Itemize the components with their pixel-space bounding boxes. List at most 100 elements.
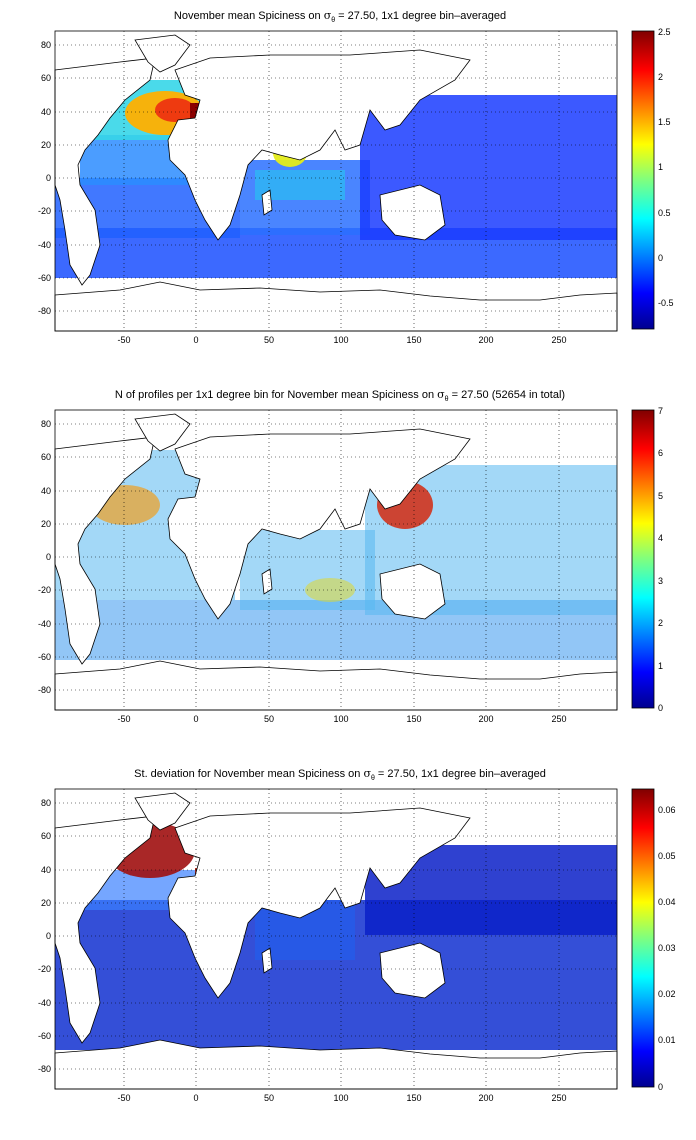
- chart-title: November mean Spiciness on σθ = 27.50, 1…: [174, 9, 506, 24]
- y-tick-label: 0: [46, 931, 51, 941]
- land-greenland: [134, 413, 191, 452]
- y-tick-label: -80: [38, 685, 51, 695]
- colorbar-tick-label: -0.5: [658, 298, 674, 308]
- colorbar-gradient: [631, 409, 655, 709]
- x-tick-labels: -50 0 50 100 150 200 250: [117, 335, 566, 345]
- x-tick-label: 250: [551, 335, 566, 345]
- colorbar: 7 6 5 4 3 2 1 0: [631, 406, 663, 713]
- colorbar-tick-label: 1: [658, 162, 663, 172]
- colorbar-gradient: [631, 30, 655, 330]
- land-australia: [379, 184, 446, 241]
- colorbar-tick-label: 7: [658, 406, 663, 416]
- x-tick-label: 200: [478, 335, 493, 345]
- x-tick-label: 100: [333, 714, 348, 724]
- y-tick-label: 60: [41, 452, 51, 462]
- x-tick-label: -50: [117, 714, 130, 724]
- y-tick-label: -40: [38, 619, 51, 629]
- y-tick-label: 20: [41, 898, 51, 908]
- data-field: [55, 80, 617, 278]
- land-australia: [379, 563, 446, 620]
- y-tick-label: 20: [41, 140, 51, 150]
- y-tick-label: 80: [41, 798, 51, 808]
- colorbar-tick-label: 5: [658, 491, 663, 501]
- y-tick-label: -60: [38, 652, 51, 662]
- y-tick-label: -20: [38, 585, 51, 595]
- colorbar-tick-label: 2.5: [658, 27, 671, 37]
- x-tick-label: 150: [406, 714, 421, 724]
- panel-profile-count: N of profiles per 1x1 degree bin for Nov…: [38, 388, 663, 724]
- x-tick-label: 0: [193, 1093, 198, 1103]
- land-greenland: [134, 34, 191, 73]
- colorbar-tick-label: 0: [658, 1082, 663, 1092]
- x-tick-labels: -50 0 50 100 150 200 250: [117, 714, 566, 724]
- colorbar: 0.06 0.05 0.04 0.03 0.02 0.01 0: [631, 788, 676, 1092]
- y-tick-label: -40: [38, 998, 51, 1008]
- colorbar-tick-label: 0.5: [658, 208, 671, 218]
- y-tick-label: -20: [38, 206, 51, 216]
- x-tick-label: 50: [264, 1093, 274, 1103]
- land-madagascar: [261, 568, 273, 595]
- plot-frame: [54, 409, 618, 711]
- y-tick-labels: 80 60 40 20 0 -20 -40 -60 -80: [38, 40, 51, 316]
- y-tick-labels: 80 60 40 20 0 -20 -40 -60 -80: [38, 798, 51, 1074]
- y-tick-label: -40: [38, 240, 51, 250]
- colorbar-tick-label: 1.5: [658, 117, 671, 127]
- data-field-gyre-center: [155, 98, 195, 122]
- land-americas: [54, 436, 156, 665]
- x-tick-label: 250: [551, 714, 566, 724]
- colorbar-tick-labels: 2.5 2 1.5 1 0.5 0 -0.5: [658, 27, 674, 308]
- colorbar: 2.5 2 1.5 1 0.5 0 -0.5: [631, 27, 674, 330]
- y-tick-label: -60: [38, 1031, 51, 1041]
- colorbar-tick-label: 2: [658, 618, 663, 628]
- colorbar-tick-label: 0: [658, 253, 663, 263]
- land-madagascar: [261, 947, 273, 974]
- land-australia: [379, 942, 446, 999]
- chart-title: St. deviation for November mean Spicines…: [134, 767, 546, 782]
- chart-title: N of profiles per 1x1 degree bin for Nov…: [115, 388, 565, 403]
- x-tick-label: 250: [551, 1093, 566, 1103]
- y-tick-label: 40: [41, 486, 51, 496]
- colorbar-tick-label: 1: [658, 661, 663, 671]
- colorbar-tick-label: 0.06: [658, 805, 676, 815]
- y-tick-label: 0: [46, 552, 51, 562]
- y-tick-label: -80: [38, 306, 51, 316]
- data-field-south-indian: [305, 578, 355, 602]
- colorbar-gradient: [631, 788, 655, 1088]
- colorbar-tick-label: 0: [658, 703, 663, 713]
- plot-frame: [54, 30, 618, 332]
- colorbar-tick-label: 3: [658, 576, 663, 586]
- colorbar-tick-label: 4: [658, 533, 663, 543]
- land-greenland: [134, 792, 191, 831]
- x-tick-label: 0: [193, 335, 198, 345]
- x-tick-label: 150: [406, 335, 421, 345]
- land-americas: [54, 815, 156, 1044]
- x-tick-label: 200: [478, 714, 493, 724]
- panel-spiciness-mean: November mean Spiciness on σθ = 27.50, 1…: [38, 9, 674, 345]
- y-tick-label: 60: [41, 831, 51, 841]
- colorbar-tick-label: 0.01: [658, 1035, 676, 1045]
- x-tick-label: 0: [193, 714, 198, 724]
- y-tick-label: 80: [41, 40, 51, 50]
- grid-lines: [55, 31, 617, 331]
- x-tick-label: 150: [406, 1093, 421, 1103]
- y-tick-label: -60: [38, 273, 51, 283]
- y-tick-label: 80: [41, 419, 51, 429]
- plot-frame: [54, 788, 618, 1090]
- x-tick-label: -50: [117, 335, 130, 345]
- y-tick-label: -20: [38, 964, 51, 974]
- y-tick-label: 40: [41, 107, 51, 117]
- x-tick-label: 50: [264, 335, 274, 345]
- x-tick-label: 100: [333, 1093, 348, 1103]
- panel-spiciness-std: St. deviation for November mean Spicines…: [38, 767, 676, 1103]
- colorbar-tick-label: 2: [658, 72, 663, 82]
- x-tick-label: 50: [264, 714, 274, 724]
- y-tick-label: 20: [41, 519, 51, 529]
- y-tick-label: 0: [46, 173, 51, 183]
- y-tick-labels: 80 60 40 20 0 -20 -40 -60 -80: [38, 419, 51, 695]
- colorbar-tick-label: 0.04: [658, 897, 676, 907]
- y-tick-label: 60: [41, 73, 51, 83]
- colorbar-tick-label: 0.03: [658, 943, 676, 953]
- land-americas: [54, 57, 156, 286]
- grid-lines: [55, 410, 617, 710]
